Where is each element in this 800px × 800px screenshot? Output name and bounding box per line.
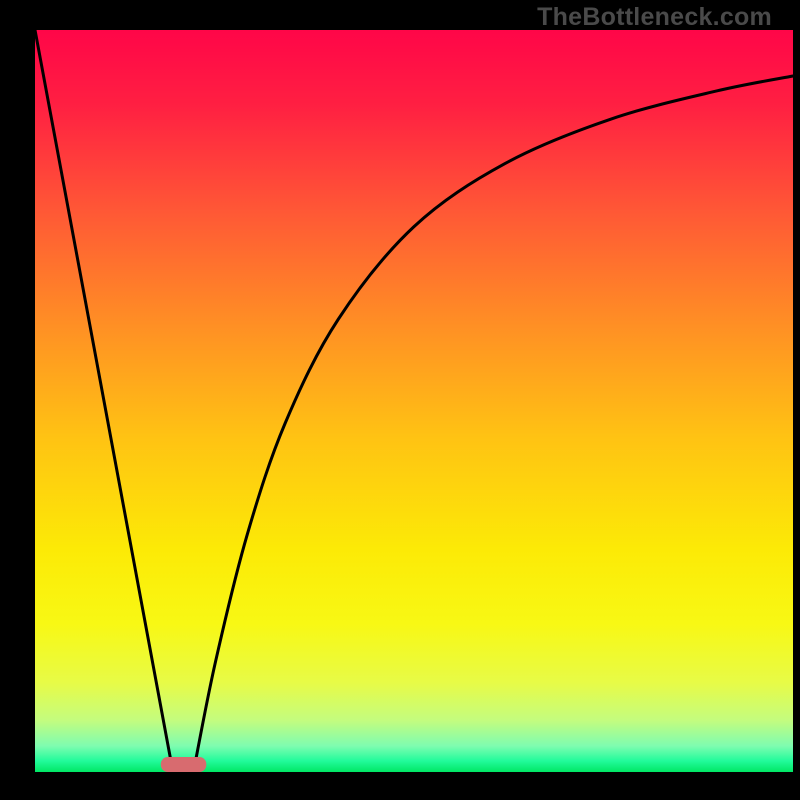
- watermark-text: TheBottleneck.com: [537, 3, 772, 32]
- plot-background: [35, 30, 793, 772]
- bottleneck-chart: [0, 0, 800, 800]
- optimal-point-marker: [161, 757, 206, 772]
